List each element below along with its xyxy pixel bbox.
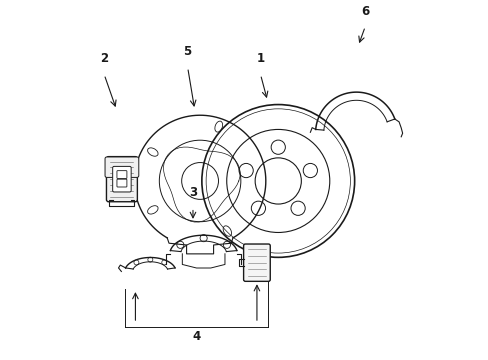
FancyBboxPatch shape <box>243 244 270 281</box>
Text: 2: 2 <box>100 53 108 66</box>
Text: 1: 1 <box>256 53 264 66</box>
Text: 6: 6 <box>361 5 368 18</box>
FancyBboxPatch shape <box>105 157 139 177</box>
Text: 5: 5 <box>183 45 191 58</box>
FancyBboxPatch shape <box>112 166 131 192</box>
FancyBboxPatch shape <box>106 157 137 202</box>
Text: 4: 4 <box>192 330 201 343</box>
Text: 3: 3 <box>188 186 197 199</box>
